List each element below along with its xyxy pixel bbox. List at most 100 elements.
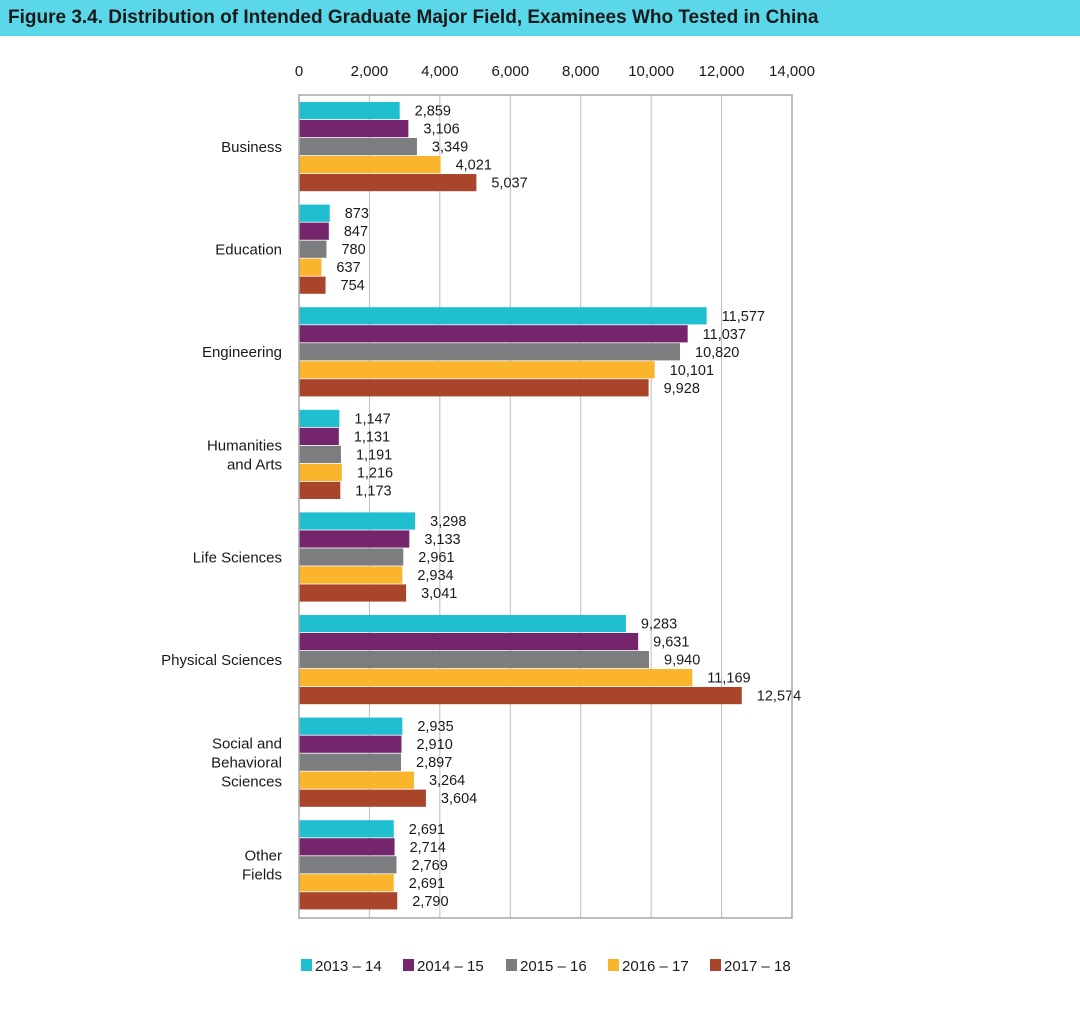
data-label-6-3: 3,264 — [429, 773, 465, 789]
data-label-4-1: 3,133 — [424, 532, 460, 548]
bar-2-0 — [299, 307, 707, 325]
bar-3-1 — [299, 427, 339, 445]
bar-7-4 — [299, 892, 398, 910]
tick-label-4000: 4,000 — [421, 63, 459, 80]
legend-swatch-4 — [710, 959, 721, 971]
bar-6-2 — [299, 753, 402, 771]
bar-4-2 — [299, 548, 404, 566]
category-label-5-0: Physical Sciences — [161, 652, 282, 669]
data-label-3-0: 1,147 — [354, 411, 390, 427]
bar-2-4 — [299, 379, 649, 397]
data-label-0-4: 5,037 — [491, 176, 527, 192]
bar-1-1 — [299, 222, 329, 240]
data-label-1-4: 754 — [341, 278, 365, 294]
tick-label-2000: 2,000 — [351, 63, 389, 80]
data-label-5-3: 11,169 — [707, 671, 750, 687]
data-label-7-0: 2,691 — [409, 822, 445, 838]
data-label-2-2: 10,820 — [695, 345, 739, 361]
data-label-3-3: 1,216 — [357, 465, 393, 481]
category-label-6-2: Sciences — [221, 774, 282, 791]
bar-3-2 — [299, 445, 341, 463]
bar-6-0 — [299, 717, 403, 735]
bar-0-4 — [299, 174, 477, 192]
legend-label-4: 2017 – 18 — [724, 958, 791, 975]
legend-swatch-1 — [403, 959, 414, 971]
bar-6-3 — [299, 771, 414, 789]
data-label-0-2: 3,349 — [432, 140, 468, 156]
bar-7-1 — [299, 838, 395, 856]
data-label-1-1: 847 — [344, 224, 368, 240]
bar-4-3 — [299, 566, 403, 584]
category-label-6-0: Social and — [212, 736, 282, 753]
category-label-6-1: Behavioral — [211, 755, 282, 772]
data-label-7-1: 2,714 — [410, 840, 446, 856]
data-label-4-3: 2,934 — [417, 568, 453, 584]
bar-3-3 — [299, 463, 342, 481]
data-label-7-3: 2,691 — [409, 876, 445, 892]
tick-label-8000: 8,000 — [562, 63, 600, 80]
bar-5-0 — [299, 615, 626, 633]
bar-1-0 — [299, 204, 330, 222]
tick-label-6000: 6,000 — [492, 63, 530, 80]
tick-label-10000: 10,000 — [628, 63, 674, 80]
bar-7-3 — [299, 874, 394, 892]
data-label-3-2: 1,191 — [356, 447, 392, 463]
bar-4-0 — [299, 512, 416, 530]
legend-swatch-0 — [301, 959, 312, 971]
legend-label-3: 2016 – 17 — [622, 958, 689, 975]
bar-7-2 — [299, 856, 397, 874]
bar-5-3 — [299, 669, 693, 687]
data-label-3-1: 1,131 — [354, 429, 390, 445]
data-label-2-4: 9,928 — [664, 381, 700, 397]
category-label-0-0: Business — [221, 139, 282, 156]
bar-2-3 — [299, 361, 655, 379]
bar-0-0 — [299, 102, 400, 120]
data-label-2-1: 11,037 — [703, 327, 746, 343]
bar-3-4 — [299, 481, 341, 499]
tick-label-14000: 14,000 — [769, 63, 815, 80]
data-label-0-1: 3,106 — [423, 122, 459, 138]
data-label-7-2: 2,769 — [412, 858, 448, 874]
legend-label-1: 2014 – 15 — [417, 958, 484, 975]
legend-swatch-2 — [506, 959, 517, 971]
bar-0-3 — [299, 156, 441, 174]
data-label-4-4: 3,041 — [421, 586, 457, 602]
category-label-2-0: Engineering — [202, 344, 282, 361]
bar-5-1 — [299, 633, 639, 651]
bar-7-0 — [299, 820, 394, 838]
data-label-6-0: 2,935 — [417, 719, 453, 735]
data-label-6-1: 2,910 — [416, 737, 452, 753]
category-label-7-0: Other — [244, 848, 282, 865]
bar-6-4 — [299, 789, 426, 807]
category-label-4-0: Life Sciences — [193, 549, 282, 566]
bar-4-1 — [299, 530, 410, 548]
data-label-1-2: 780 — [341, 242, 365, 258]
bar-1-3 — [299, 258, 322, 276]
data-label-6-2: 2,897 — [416, 755, 452, 771]
chart-title: Figure 3.4. Distribution of Intended Gra… — [0, 0, 1080, 36]
bar-5-4 — [299, 687, 742, 705]
bar-2-1 — [299, 325, 688, 343]
bar-1-4 — [299, 276, 326, 294]
data-label-1-0: 873 — [345, 206, 369, 222]
data-label-5-4: 12,574 — [757, 689, 801, 705]
data-label-0-0: 2,859 — [415, 104, 451, 120]
category-label-1-0: Education — [215, 242, 282, 259]
category-label-3-1: and Arts — [227, 456, 282, 473]
legend-label-0: 2013 – 14 — [315, 958, 382, 975]
bar-6-1 — [299, 735, 402, 753]
tick-label-12000: 12,000 — [699, 63, 745, 80]
data-label-5-2: 9,940 — [664, 653, 700, 669]
bar-1-2 — [299, 240, 327, 258]
data-label-5-1: 9,631 — [653, 635, 689, 651]
tick-label-0: 0 — [295, 63, 303, 80]
bar-0-2 — [299, 138, 417, 156]
data-label-4-0: 3,298 — [430, 514, 466, 530]
data-label-7-4: 2,790 — [412, 894, 448, 910]
legend-label-2: 2015 – 16 — [520, 958, 587, 975]
category-label-3-0: Humanities — [207, 437, 282, 454]
plot-frame — [298, 94, 793, 919]
data-label-5-0: 9,283 — [641, 617, 677, 633]
legend-swatch-3 — [608, 959, 619, 971]
